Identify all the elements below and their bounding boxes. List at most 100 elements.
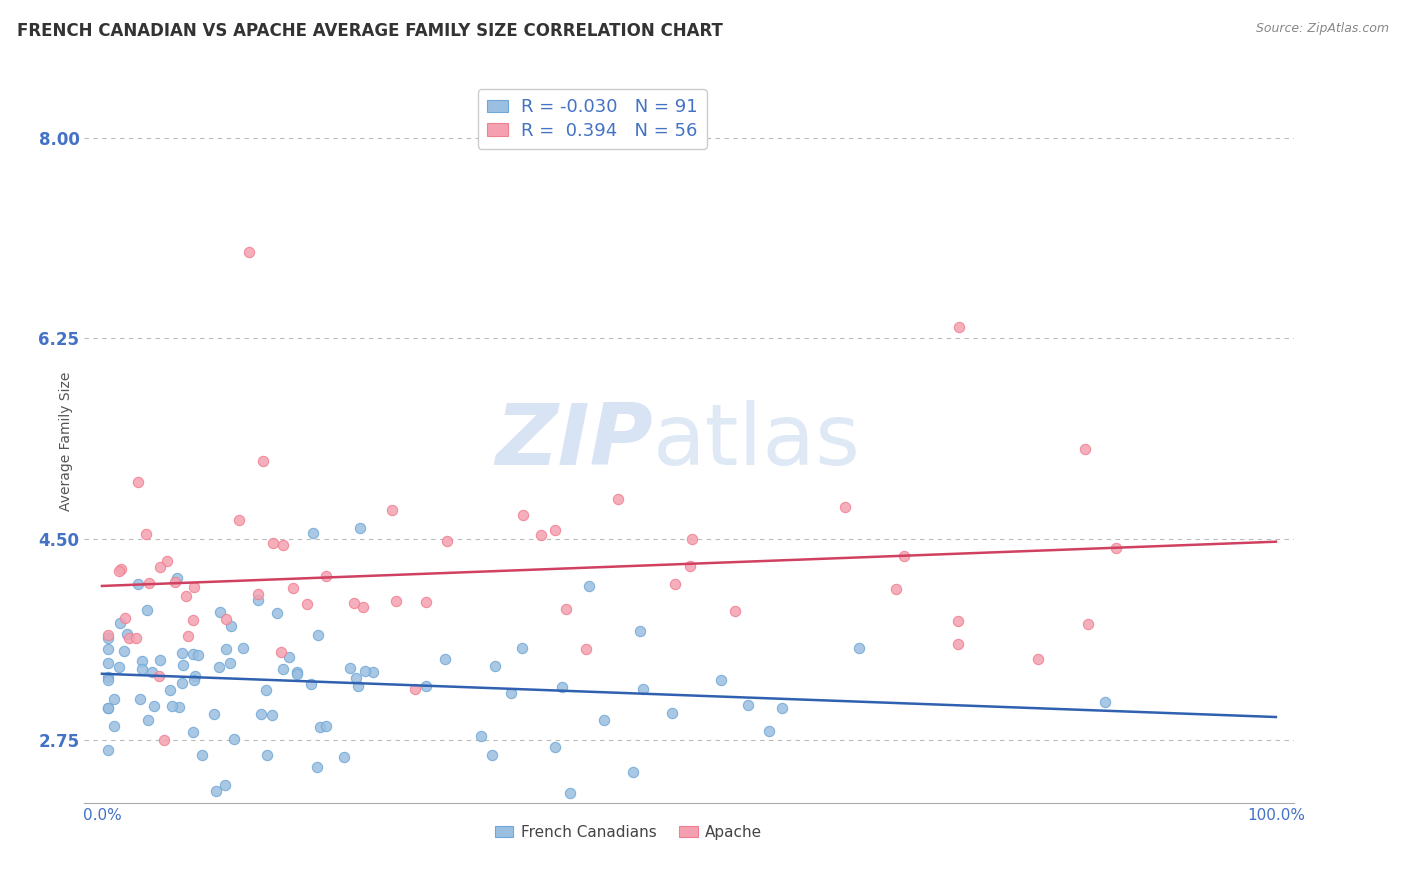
Point: [170, 646, 193, 660]
Point: [246, 587, 269, 601]
Point: [97, 743, 120, 757]
Point: [436, 533, 458, 548]
Point: [1094, 695, 1116, 709]
Point: [606, 492, 628, 507]
Point: [204, 783, 226, 797]
Point: [141, 665, 163, 679]
Point: [125, 631, 148, 645]
Point: [593, 713, 616, 727]
Point: [97, 701, 120, 715]
Point: [142, 698, 165, 713]
Point: [250, 706, 273, 721]
Point: [149, 559, 172, 574]
Point: [191, 747, 214, 762]
Point: [135, 602, 157, 616]
Point: [628, 624, 651, 638]
Point: [215, 642, 238, 657]
Point: [381, 503, 404, 517]
Point: [512, 508, 534, 523]
Point: [946, 637, 969, 651]
Point: [214, 778, 236, 792]
Point: [97, 656, 120, 670]
Point: [97, 670, 120, 684]
Point: [103, 692, 125, 706]
Point: [167, 699, 190, 714]
Point: [481, 747, 503, 762]
Point: [1077, 617, 1099, 632]
Point: [415, 595, 437, 609]
Point: [148, 669, 170, 683]
Point: [174, 589, 197, 603]
Point: [344, 671, 367, 685]
Point: [97, 641, 120, 656]
Point: [266, 607, 288, 621]
Point: [97, 700, 120, 714]
Point: [114, 611, 136, 625]
Point: [127, 475, 149, 489]
Point: [555, 601, 578, 615]
Y-axis label: Average Family Size: Average Family Size: [59, 372, 73, 511]
Point: [510, 641, 533, 656]
Point: [159, 682, 181, 697]
Point: [254, 682, 277, 697]
Point: [149, 653, 172, 667]
Point: [138, 575, 160, 590]
Point: [177, 629, 200, 643]
Point: [103, 719, 125, 733]
Text: ZIP: ZIP: [495, 400, 652, 483]
Point: [529, 527, 551, 541]
Point: [97, 673, 120, 687]
Point: [271, 538, 294, 552]
Point: [893, 549, 915, 563]
Point: [361, 665, 384, 679]
Point: [127, 576, 149, 591]
Point: [135, 526, 157, 541]
Point: [297, 597, 319, 611]
Point: [238, 245, 260, 260]
Point: [737, 698, 759, 712]
Point: [404, 681, 426, 696]
Point: [228, 513, 250, 527]
Point: [156, 554, 179, 568]
Point: [770, 701, 793, 715]
Point: [305, 760, 328, 774]
Point: [131, 662, 153, 676]
Point: [110, 616, 132, 631]
Point: [347, 679, 370, 693]
Point: [309, 720, 332, 734]
Legend: French Canadians, Apache: French Canadians, Apache: [488, 819, 769, 846]
Point: [136, 713, 159, 727]
Point: [544, 739, 567, 754]
Point: [181, 647, 204, 661]
Point: [110, 562, 132, 576]
Point: [181, 613, 204, 627]
Point: [664, 577, 686, 591]
Point: [308, 628, 330, 642]
Point: [128, 692, 150, 706]
Point: [112, 644, 135, 658]
Point: [433, 652, 456, 666]
Point: [758, 723, 780, 738]
Point: [183, 669, 205, 683]
Point: [153, 732, 176, 747]
Point: [333, 750, 356, 764]
Point: [848, 640, 870, 655]
Point: [246, 593, 269, 607]
Point: [281, 581, 304, 595]
Point: [277, 649, 299, 664]
Point: [187, 648, 209, 662]
Point: [352, 600, 374, 615]
Text: FRENCH CANADIAN VS APACHE AVERAGE FAMILY SIZE CORRELATION CHART: FRENCH CANADIAN VS APACHE AVERAGE FAMILY…: [17, 22, 723, 40]
Point: [131, 654, 153, 668]
Text: Source: ZipAtlas.com: Source: ZipAtlas.com: [1256, 22, 1389, 36]
Point: [315, 569, 337, 583]
Point: [578, 579, 600, 593]
Point: [270, 645, 292, 659]
Point: [544, 523, 567, 537]
Point: [349, 520, 371, 534]
Point: [1074, 442, 1097, 457]
Point: [661, 706, 683, 721]
Point: [551, 680, 574, 694]
Point: [209, 605, 232, 619]
Point: [260, 708, 283, 723]
